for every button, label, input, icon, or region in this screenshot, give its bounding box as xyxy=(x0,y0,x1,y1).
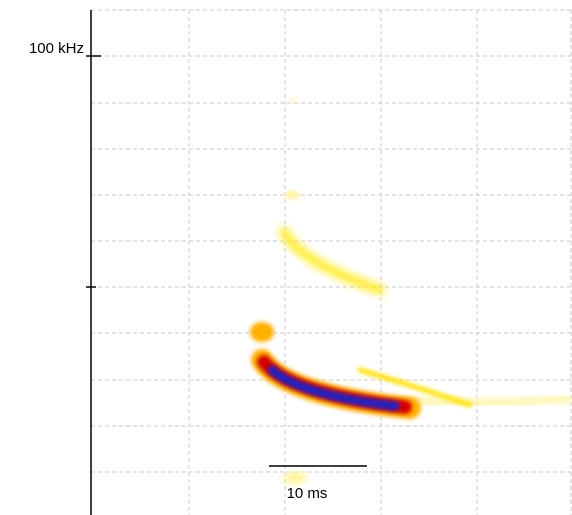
scale-bar: 10 ms xyxy=(269,465,367,502)
scale-bar-label: 10 ms xyxy=(287,485,328,502)
frequency-label: 100 kHz xyxy=(29,40,84,57)
call-energy xyxy=(250,98,572,483)
frequency-axis: 100 kHz xyxy=(29,10,101,515)
grid xyxy=(91,9,572,515)
